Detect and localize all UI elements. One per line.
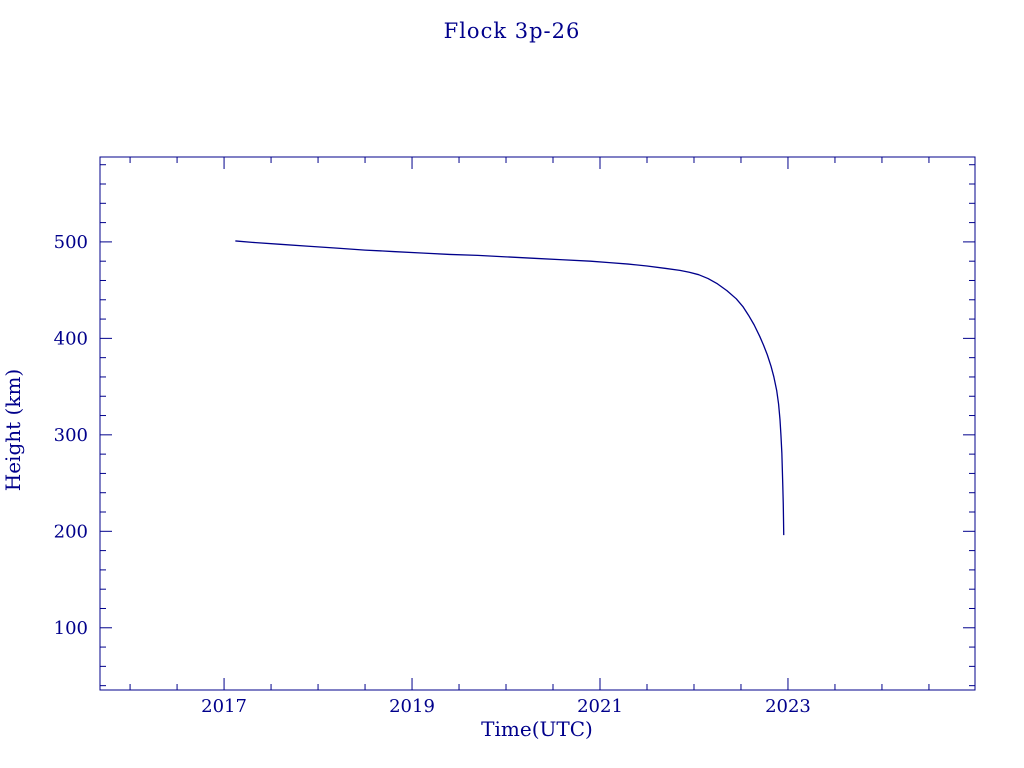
plot-frame: [99, 156, 976, 691]
x-tick-label: 2019: [389, 696, 435, 717]
axes-layer: 2017 2019 2021 2023 100 200 300 400 500: [54, 156, 976, 717]
x-tick-label: 2023: [765, 696, 811, 717]
x-tick-label: 2021: [577, 696, 623, 717]
y-tick-label: 200: [54, 521, 88, 542]
x-tick-label: 2017: [201, 696, 247, 717]
y-tick-label: 400: [54, 328, 88, 349]
chart-title: Flock 3p-26: [444, 19, 581, 43]
x-axis-label: Time(UTC): [481, 717, 593, 741]
y-tick-label: 500: [54, 232, 88, 253]
y-tick-label: 300: [54, 425, 88, 446]
y-tick-label: 100: [54, 618, 88, 639]
series-layer: [235, 240, 785, 536]
height-decay-line: [235, 240, 785, 536]
y-axis-label: Height (km): [1, 369, 25, 491]
